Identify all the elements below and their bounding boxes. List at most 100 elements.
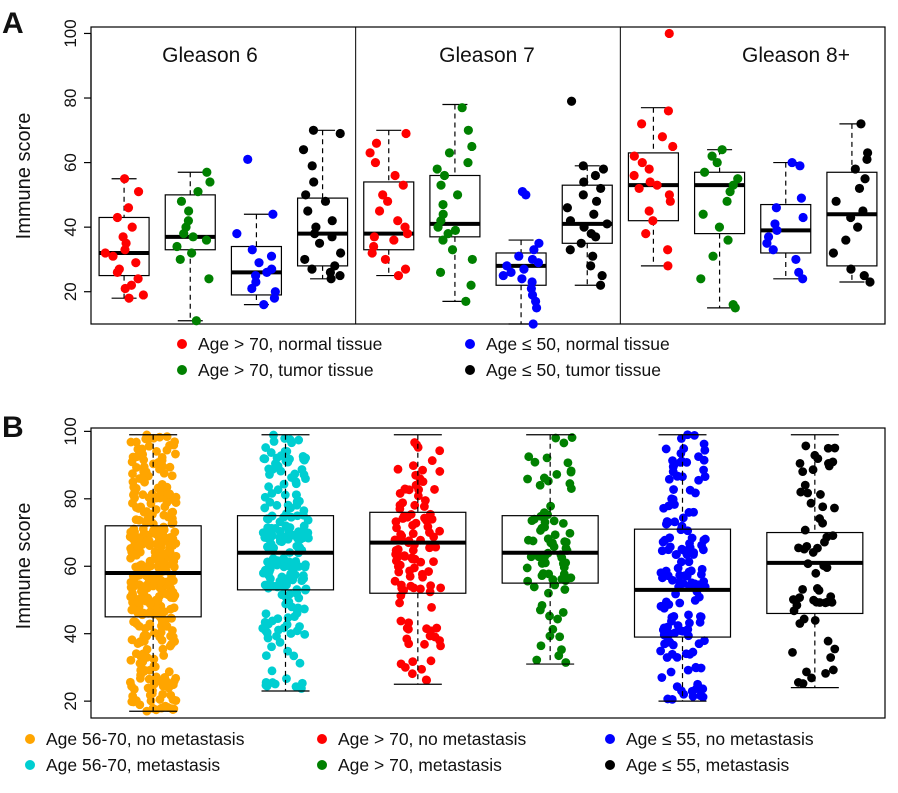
data-point — [798, 585, 808, 594]
data-point — [595, 280, 606, 290]
data-point — [406, 581, 416, 591]
data-point — [133, 274, 143, 284]
data-point — [287, 473, 296, 482]
data-point — [823, 636, 833, 646]
data-point — [429, 557, 438, 566]
data-point — [657, 132, 668, 142]
legend-label: Age 56-70, no metastasis — [46, 729, 245, 749]
data-point — [272, 582, 282, 592]
data-point — [794, 267, 804, 277]
data-point — [232, 229, 242, 239]
data-point — [126, 437, 136, 447]
data-point — [126, 553, 136, 563]
data-point — [260, 503, 270, 513]
data-point — [425, 631, 435, 641]
data-point — [830, 503, 839, 513]
data-point — [438, 209, 448, 219]
data-point — [828, 665, 838, 675]
data-point — [527, 516, 537, 526]
data-point — [436, 180, 446, 190]
data-point — [676, 626, 686, 636]
data-point — [126, 592, 136, 602]
data-point — [663, 571, 673, 581]
data-point — [565, 216, 576, 226]
data-point — [188, 232, 198, 242]
data-point — [597, 270, 607, 281]
data-point — [301, 474, 310, 484]
data-point — [108, 251, 118, 261]
data-point — [538, 569, 548, 578]
data-point — [277, 537, 287, 547]
data-point — [311, 222, 321, 232]
data-point — [431, 542, 441, 552]
data-point — [586, 229, 596, 239]
data-point — [806, 498, 816, 508]
data-point — [167, 559, 177, 568]
data-point — [629, 170, 639, 181]
legend-label: Age > 70, no metastasis — [338, 729, 526, 749]
data-point — [267, 264, 277, 274]
data-point — [418, 465, 427, 475]
box-plot-0-3 — [296, 125, 349, 284]
data-point — [637, 157, 647, 168]
data-point — [405, 571, 415, 581]
data-point — [698, 692, 708, 702]
data-point — [408, 554, 417, 564]
box-iqr — [98, 216, 150, 277]
y-tick-label: 80 — [61, 89, 80, 108]
data-point — [295, 622, 304, 631]
data-point — [265, 497, 275, 507]
data-point — [134, 562, 144, 572]
data-point — [418, 572, 428, 582]
box-plot-0-2 — [164, 167, 216, 326]
data-point — [259, 300, 269, 310]
legend-label: Age > 70, normal tissue — [198, 334, 382, 354]
data-point — [696, 663, 706, 673]
data-point — [463, 157, 473, 168]
data-point — [661, 519, 671, 529]
data-point — [266, 251, 277, 261]
panel-b: B Immune score 20 40 60 80 100 Age 56-70, no… — [2, 411, 886, 775]
data-point — [846, 264, 856, 274]
data-point — [856, 119, 866, 129]
box-plot-1 — [236, 430, 335, 693]
data-point — [365, 148, 375, 158]
data-point — [563, 458, 573, 468]
panel-b-legend: Age 56-70, no metastasis Age > 70, no met… — [25, 729, 814, 775]
data-point — [558, 608, 568, 617]
data-point — [131, 696, 141, 705]
data-point — [266, 448, 276, 457]
data-point — [798, 212, 808, 223]
data-point — [530, 457, 540, 467]
data-point — [802, 667, 811, 677]
data-point — [184, 206, 194, 216]
box-plot-1-0 — [363, 128, 415, 281]
data-point — [169, 603, 179, 613]
data-point — [165, 641, 175, 651]
data-point — [262, 628, 272, 638]
data-point — [300, 254, 310, 265]
data-point — [810, 615, 820, 625]
data-point — [424, 567, 433, 576]
box-plot-2-0 — [627, 28, 680, 271]
data-point — [717, 145, 727, 155]
data-point — [794, 543, 803, 553]
data-point — [798, 679, 808, 688]
y-tick-label: 100 — [61, 19, 80, 47]
data-point — [827, 597, 837, 607]
data-point — [123, 203, 134, 213]
data-point — [680, 571, 690, 580]
data-point — [728, 180, 738, 190]
data-point — [160, 701, 170, 711]
data-point — [289, 651, 299, 661]
data-point — [689, 550, 698, 559]
data-point — [393, 216, 403, 226]
panel-b-boxes — [104, 430, 864, 716]
data-point — [275, 517, 285, 527]
legend-marker — [25, 760, 35, 770]
legend-marker — [465, 365, 475, 375]
y-tick-label: 20 — [61, 282, 80, 301]
y-tick-label: 60 — [61, 557, 80, 576]
legend-marker — [25, 734, 35, 744]
